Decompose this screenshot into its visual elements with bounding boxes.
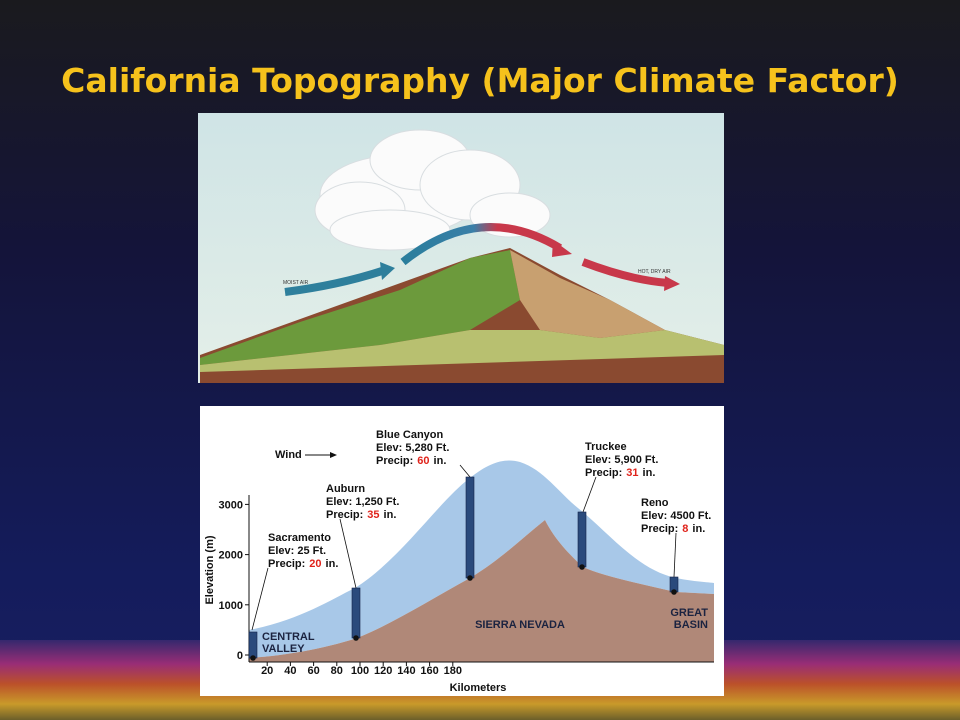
windward-slope — [200, 250, 520, 365]
arrowhead — [330, 452, 337, 458]
precip-unit: in. — [692, 523, 705, 535]
x-tick-label: 120 — [374, 665, 392, 677]
station-column — [351, 587, 361, 639]
precip-unit: in. — [434, 455, 447, 467]
arrowhead — [380, 262, 395, 280]
wind-label: Wind — [275, 449, 302, 461]
dry-air-label: HOT, DRY AIR — [638, 269, 671, 275]
leader-line — [582, 476, 597, 513]
station-name: Sacramento — [268, 532, 331, 544]
precip-unit: in. — [326, 558, 339, 570]
ascending-air-arrow — [400, 223, 563, 266]
precip-prefix: Precip: — [268, 558, 305, 570]
x-tick-label: 60 — [307, 665, 319, 677]
y-tick-label: 0 — [237, 650, 243, 662]
y-tick-label: 2000 — [219, 550, 243, 562]
station-precip: Precip: 8 in. — [641, 523, 705, 535]
moist-air-arrow — [284, 266, 387, 296]
x-tick-label: 80 — [331, 665, 343, 677]
station-name: Reno — [641, 497, 669, 509]
ground-top — [200, 330, 724, 372]
station-elevation: Elev: 5,280 Ft. — [376, 442, 449, 454]
station-dot — [671, 589, 677, 595]
station-name: Truckee — [585, 441, 627, 453]
precip-prefix: Precip: — [326, 509, 363, 521]
precip-unit: in. — [384, 509, 397, 521]
x-tick-label: 100 — [351, 665, 369, 677]
precip-value: 8 — [682, 523, 688, 535]
y-axis-title: Elevation (m) — [204, 535, 216, 604]
station-precip: Precip: 60 in. — [376, 455, 446, 467]
y-tick-label: 1000 — [219, 600, 243, 612]
leader-line — [251, 567, 269, 631]
station-elevation: Elev: 1,250 Ft. — [326, 496, 399, 508]
leader-line — [459, 464, 471, 478]
station-name: Auburn — [326, 483, 365, 495]
station-precip: Precip: 20 in. — [268, 558, 338, 570]
station-column — [465, 476, 475, 579]
x-tick-label: 160 — [420, 665, 438, 677]
leeward-slope — [510, 250, 665, 338]
arrowhead — [552, 240, 572, 257]
region-label: BASIN — [674, 619, 708, 631]
moist-air-label: MOIST AIR — [283, 280, 309, 286]
station-elevation: Elev: 25 Ft. — [268, 545, 326, 557]
leader-line — [339, 518, 357, 589]
terrain — [249, 520, 714, 662]
dry-air-arrow — [581, 258, 669, 287]
air-layer — [249, 460, 714, 658]
y-tick-label: 3000 — [219, 499, 243, 511]
region-label: SIERRA NEVADA — [475, 619, 565, 631]
precip-prefix: Precip: — [376, 455, 413, 467]
precip-value: 35 — [367, 509, 379, 521]
station-precip: Precip: 35 in. — [326, 509, 396, 521]
slide-title: California Topography (Major Climate Fac… — [61, 61, 899, 100]
station-dot — [250, 655, 256, 661]
precip-prefix: Precip: — [641, 523, 678, 535]
station-column — [577, 511, 587, 568]
precip-unit: in. — [643, 467, 656, 479]
arrowhead — [664, 276, 680, 291]
station-column — [248, 631, 258, 659]
cloud — [314, 129, 551, 251]
leader-line — [673, 532, 677, 578]
station-dot — [579, 564, 585, 570]
precip-value: 31 — [626, 467, 638, 479]
x-tick-label: 40 — [284, 665, 296, 677]
station-dot — [353, 635, 359, 641]
station-elevation: Elev: 4500 Ft. — [641, 510, 711, 522]
region-label: CENTRAL — [262, 631, 315, 643]
region-label: GREAT — [670, 607, 708, 619]
station-elevation: Elev: 5,900 Ft. — [585, 454, 658, 466]
precip-value: 20 — [309, 558, 321, 570]
station-name: Blue Canyon — [376, 429, 444, 441]
x-tick-label: 140 — [397, 665, 415, 677]
profile-diagram: Elevation (m) Kilometers Wind 0 1000 2000 3… — [200, 406, 724, 696]
region-label: VALLEY — [262, 643, 305, 655]
illustration: MOIST AIR HOT, DRY AIR — [198, 113, 724, 383]
station-dot — [467, 575, 473, 581]
x-axis-title: Kilometers — [450, 682, 507, 694]
precip-value: 60 — [417, 455, 429, 467]
station-precip: Precip: 31 in. — [585, 467, 655, 479]
x-tick-label: 180 — [444, 665, 462, 677]
precip-prefix: Precip: — [585, 467, 622, 479]
x-tick-label: 20 — [261, 665, 273, 677]
